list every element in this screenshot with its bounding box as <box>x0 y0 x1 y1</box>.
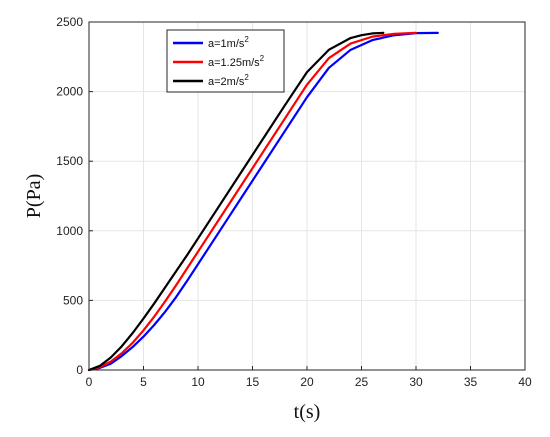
series-line-2 <box>87 31 385 372</box>
y-tick-label: 1000 <box>56 224 83 238</box>
x-axis-label: t(s) <box>294 401 321 423</box>
y-tick-label: 2500 <box>56 15 83 29</box>
x-tick-label: 15 <box>246 375 260 389</box>
legend-label-1: a=1.25m/s2 <box>208 54 265 69</box>
x-tick-label: 10 <box>191 375 205 389</box>
legend-label-superscript: 2 <box>244 35 249 44</box>
series-line-1 <box>87 31 418 372</box>
x-tick-label: 0 <box>86 375 93 389</box>
y-tick-label: 2000 <box>56 85 83 99</box>
ticks: 0 5 10 15 20 25 30 35 40 0 500 1000 1500 2000 2500 <box>56 15 532 389</box>
legend-label-text: a=2m/s <box>208 76 245 88</box>
series-line-0 <box>87 31 439 372</box>
x-tick-label: 25 <box>355 375 369 389</box>
legend-label-text: a=1.25m/s <box>208 57 260 69</box>
y-tick-label: 1500 <box>56 154 83 168</box>
legend-label-superscript: 2 <box>244 73 249 82</box>
x-tick-label: 5 <box>140 375 147 389</box>
legend-label-0: a=1m/s2 <box>208 35 249 50</box>
x-tick-label: 20 <box>300 375 314 389</box>
legend-label-superscript: 2 <box>260 54 265 63</box>
y-axis-label: P(Pa) <box>23 174 45 218</box>
y-tick-label: 0 <box>76 363 83 377</box>
y-tick-label: 500 <box>63 293 83 307</box>
x-tick-label: 40 <box>518 375 532 389</box>
legend-label-2: a=2m/s2 <box>208 73 249 88</box>
legend-label-text: a=1m/s <box>208 38 245 50</box>
x-tick-label: 30 <box>409 375 423 389</box>
series-layer <box>87 31 439 372</box>
legend: a=1m/s2a=1.25m/s2a=2m/s2 <box>166 29 285 93</box>
x-tick-label: 35 <box>464 375 478 389</box>
